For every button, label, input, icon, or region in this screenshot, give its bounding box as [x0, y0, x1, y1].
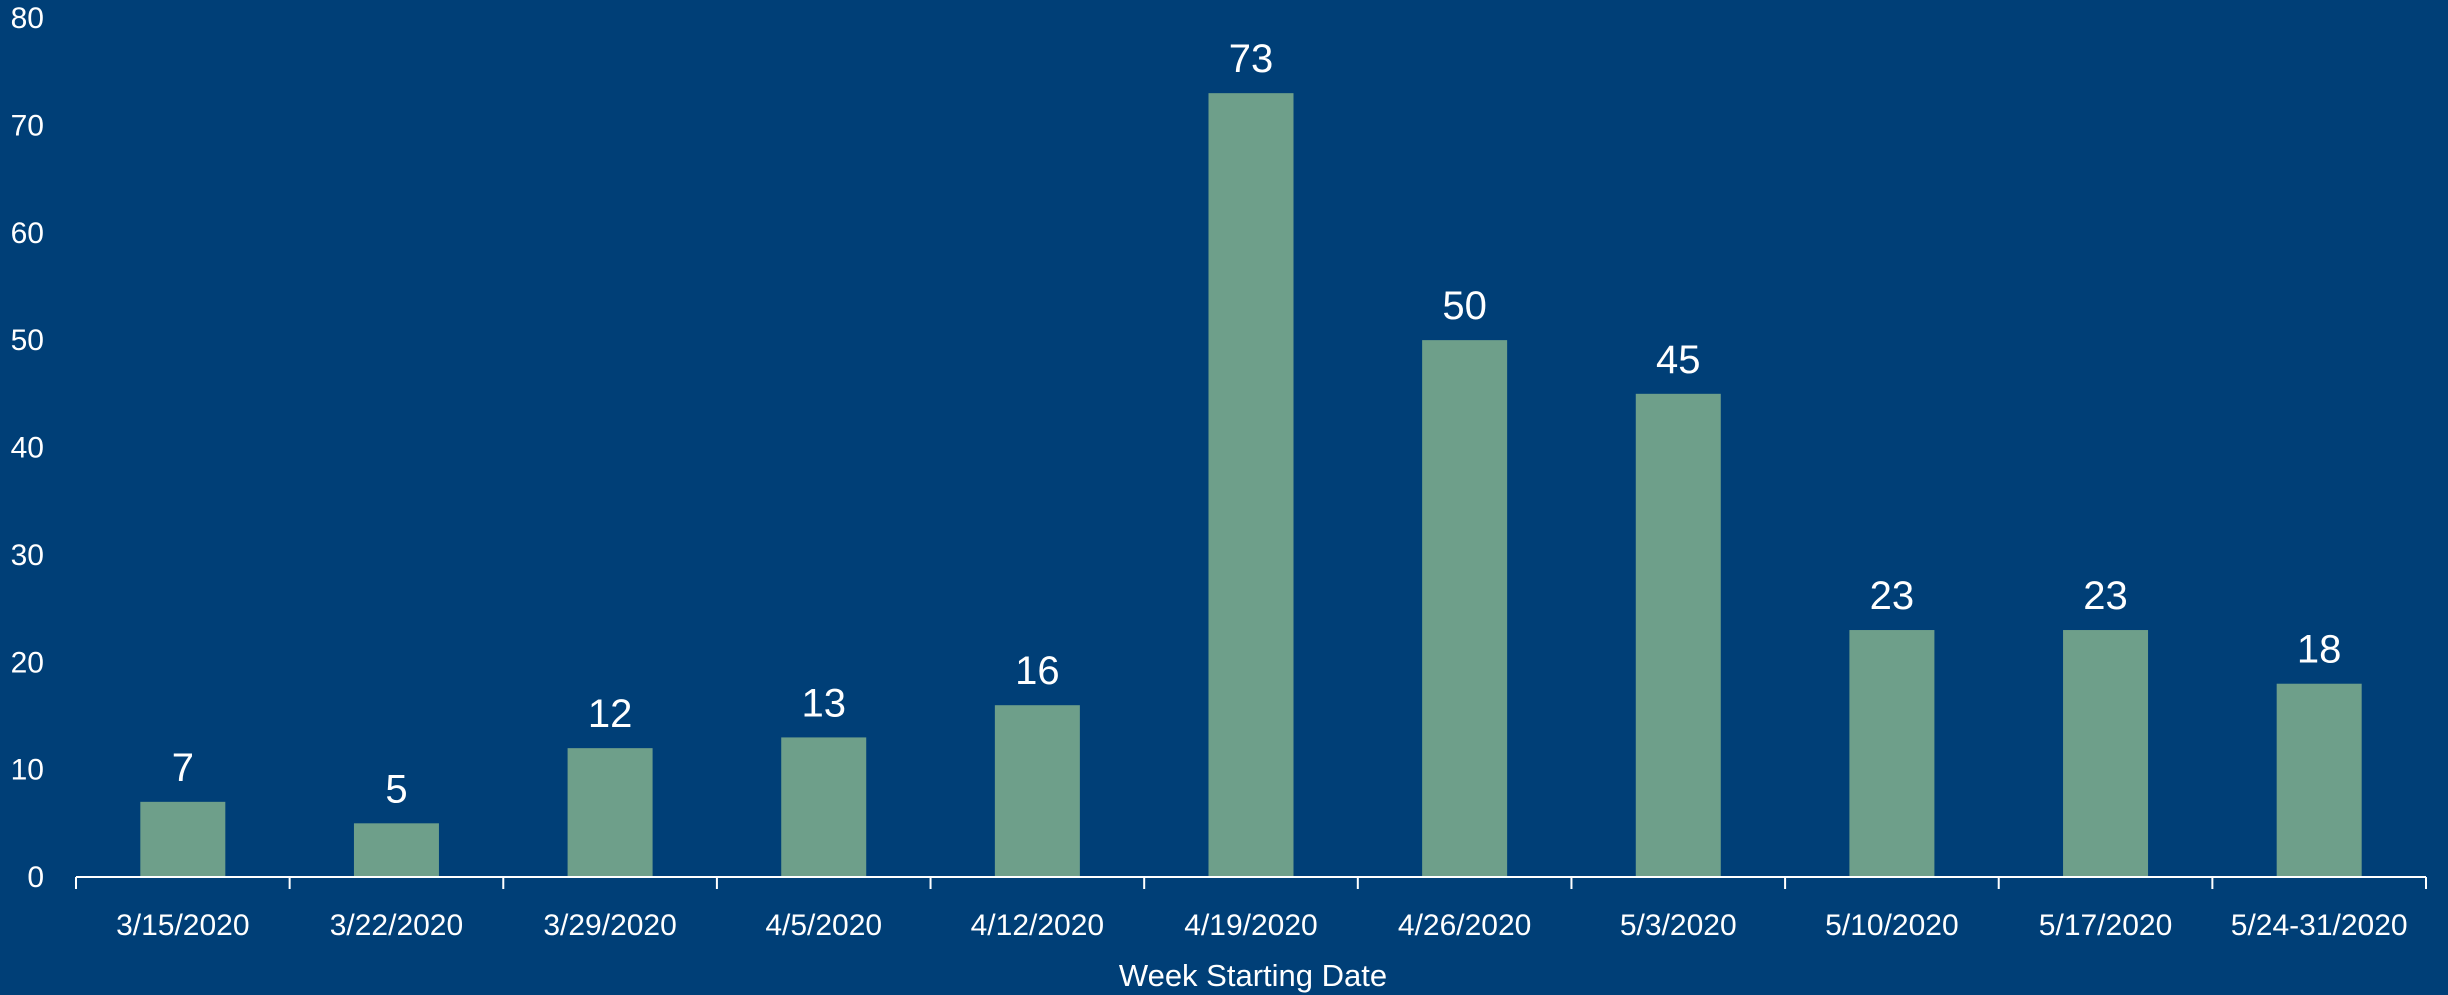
- bars-group: [140, 93, 2362, 878]
- bar-data-label: 13: [801, 681, 846, 725]
- bar: [2063, 630, 2149, 877]
- bar: [1208, 93, 1294, 878]
- y-tick-label: 20: [11, 646, 44, 679]
- bar-data-label: 16: [1015, 649, 1060, 693]
- bar: [781, 737, 867, 877]
- x-tick-label: 4/12/2020: [971, 909, 1104, 942]
- bar: [1849, 630, 1935, 877]
- bar-data-label: 73: [1229, 37, 1274, 81]
- bar-data-label: 23: [1870, 574, 1915, 618]
- bar: [567, 748, 653, 877]
- bar-data-label: 18: [2297, 628, 2342, 672]
- y-tick-label: 50: [11, 324, 44, 357]
- y-tick-label: 40: [11, 432, 44, 465]
- bar: [140, 801, 226, 877]
- x-tick-label: 3/29/2020: [543, 909, 676, 942]
- y-tick-label: 30: [11, 539, 44, 572]
- bar-data-label: 12: [588, 692, 633, 736]
- x-axis-tick-labels: 3/15/2020 3/22/2020 3/29/2020 4/5/2020 4/12/…: [116, 909, 2408, 942]
- bar: [353, 823, 439, 877]
- x-tick-label: 3/15/2020: [116, 909, 249, 942]
- x-tick-label: 5/10/2020: [1825, 909, 1958, 942]
- bar: [1635, 393, 1721, 877]
- bar-data-label: 45: [1656, 338, 1701, 382]
- y-tick-label: 80: [11, 2, 44, 35]
- bar-data-label: 23: [2083, 574, 2128, 618]
- x-tick-label: 3/22/2020: [330, 909, 463, 942]
- x-tick-label: 4/5/2020: [765, 909, 882, 942]
- bar-data-label: 5: [385, 767, 407, 811]
- x-tick-label: 5/17/2020: [2039, 909, 2172, 942]
- bar: [2276, 683, 2362, 877]
- x-tick-label: 5/3/2020: [1620, 909, 1737, 942]
- x-axis-ticks: [75, 877, 2427, 889]
- x-tick-label: 4/19/2020: [1184, 909, 1317, 942]
- bar: [1422, 340, 1508, 877]
- x-tick-label: 4/26/2020: [1398, 909, 1531, 942]
- bar-data-label: 50: [1442, 284, 1487, 328]
- y-axis-ticks: 0 10 20 30 40 50 60 70 80: [11, 2, 44, 894]
- y-tick-label: 10: [11, 754, 44, 787]
- y-tick-label: 60: [11, 217, 44, 250]
- x-axis-title: Week Starting Date: [1119, 958, 1387, 993]
- data-labels-group: 7 5 12 13 16 73 50 45 23 23 18: [172, 37, 2342, 811]
- y-tick-label: 70: [11, 109, 44, 142]
- y-tick-label: 0: [27, 861, 44, 894]
- bar-data-label: 7: [172, 746, 194, 790]
- bar: [994, 705, 1080, 877]
- x-tick-label: 5/24-31/2020: [2231, 909, 2408, 942]
